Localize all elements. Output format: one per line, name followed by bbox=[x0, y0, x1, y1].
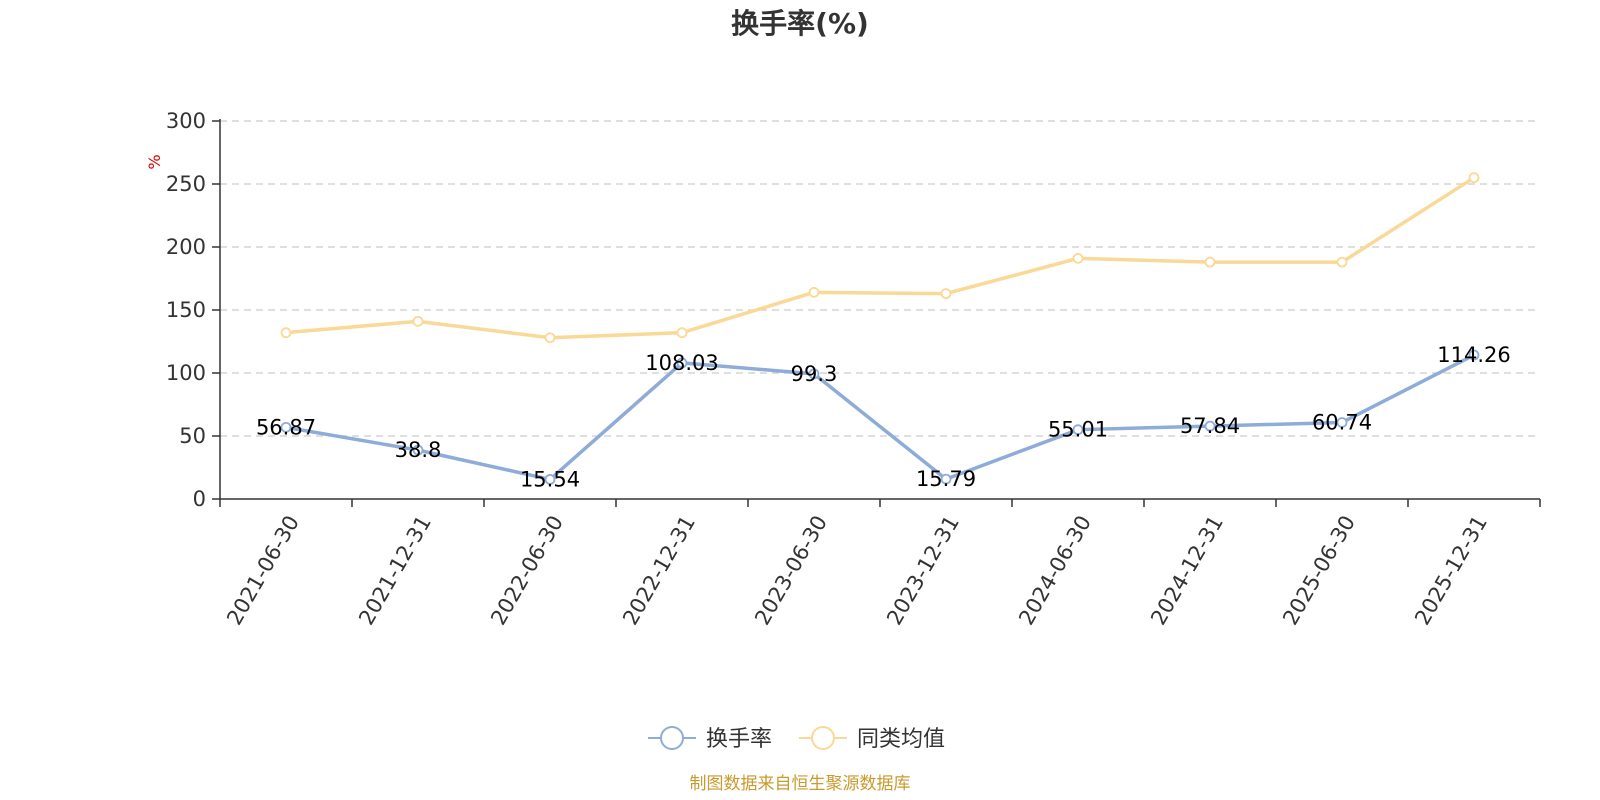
x-tick-label-2023-06-30: 2023-06-30 bbox=[750, 511, 832, 629]
chart-title: 换手率(%) bbox=[731, 7, 869, 40]
data-point-换手率-2024-06-30 bbox=[1072, 424, 1084, 436]
series-line-同类均值 bbox=[284, 175, 1476, 340]
data-point-同类均值-2021-12-31 bbox=[412, 315, 424, 327]
x-tick-label-2021-06-30: 2021-06-30 bbox=[222, 511, 304, 629]
data-point-同类均值-2025-12-31 bbox=[1468, 172, 1480, 184]
data-point-换手率-2023-06-30 bbox=[808, 368, 820, 380]
data-label-2025-12-31: 114.26 bbox=[1437, 343, 1510, 367]
y-tick-label-300: 300 bbox=[166, 109, 206, 133]
legend[interactable]: 换手率 同类均值 bbox=[648, 726, 945, 752]
data-label-2021-06-30: 56.87 bbox=[256, 415, 316, 439]
legend-label-换手率: 换手率 bbox=[706, 727, 772, 752]
data-point-同类均值-2024-06-30 bbox=[1072, 252, 1084, 264]
legend-item-换手率[interactable]: 换手率 bbox=[648, 726, 772, 752]
data-source-note: 制图数据来自恒生聚源数据库 bbox=[690, 774, 911, 794]
data-point-换手率-2022-12-31 bbox=[676, 357, 688, 369]
data-label-2025-06-30: 60.74 bbox=[1312, 410, 1372, 434]
data-point-同类均值-2022-12-31 bbox=[676, 327, 688, 339]
data-point-同类均值-2023-06-30 bbox=[808, 286, 820, 298]
data-label-2023-12-31: 15.79 bbox=[916, 467, 976, 491]
y-tick-label-200: 200 bbox=[166, 235, 206, 259]
x-tick-label-2025-12-31: 2025-12-31 bbox=[1410, 511, 1492, 629]
series-line-换手率 bbox=[284, 353, 1476, 482]
x-tick-label-2025-06-30: 2025-06-30 bbox=[1278, 511, 1360, 629]
data-label-2024-12-31: 57.84 bbox=[1180, 414, 1240, 438]
data-point-换手率-2021-12-31 bbox=[412, 444, 424, 456]
x-tick-label-2022-12-31: 2022-12-31 bbox=[618, 511, 700, 629]
y-tick-label-150: 150 bbox=[166, 298, 206, 322]
data-point-同类均值-2024-12-31 bbox=[1204, 256, 1216, 268]
data-label-2024-06-30: 55.01 bbox=[1048, 418, 1108, 442]
grid-lines bbox=[220, 120, 1540, 437]
data-labels: 56.87 38.8 15.54 108.03 99.3 15.79 55.01 57.84 6… bbox=[256, 343, 1511, 491]
data-point-换手率-2023-12-31 bbox=[940, 473, 952, 485]
series-lines bbox=[280, 172, 1480, 485]
legend-marker-同类均值 bbox=[811, 726, 835, 750]
y-axis-unit-label: % bbox=[145, 154, 164, 169]
y-tick-label-250: 250 bbox=[166, 172, 206, 196]
data-point-换手率-2025-12-31 bbox=[1468, 349, 1480, 361]
legend-item-同类均值[interactable]: 同类均值 bbox=[799, 726, 945, 752]
axes: 0 50 100 150 200 250 300 2021-06-30 2021-12-31 20… bbox=[166, 109, 1541, 629]
data-point-同类均值-2022-06-30 bbox=[544, 332, 556, 344]
x-tick-label-2024-12-31: 2024-12-31 bbox=[1146, 511, 1228, 629]
x-tick-label-2021-12-31: 2021-12-31 bbox=[354, 511, 436, 629]
data-point-换手率-2025-06-30 bbox=[1336, 417, 1348, 428]
data-label-2022-12-31: 108.03 bbox=[645, 351, 718, 375]
data-point-换手率-2022-06-30 bbox=[544, 474, 556, 485]
x-tick-label-2023-12-31: 2023-12-31 bbox=[882, 511, 964, 629]
y-tick-label-50: 50 bbox=[179, 424, 206, 448]
data-point-同类均值-2025-06-30 bbox=[1336, 256, 1348, 268]
x-tick-label-2024-06-30: 2024-06-30 bbox=[1014, 511, 1096, 629]
data-label-2022-06-30: 15.54 bbox=[520, 467, 580, 491]
y-tick-label-0: 0 bbox=[193, 487, 206, 511]
data-point-换手率-2024-12-31 bbox=[1204, 420, 1216, 432]
data-point-换手率-2021-06-30 bbox=[280, 421, 292, 433]
data-label-2021-12-31: 38.8 bbox=[395, 438, 442, 462]
data-point-同类均值-2023-12-31 bbox=[940, 288, 952, 300]
data-point-同类均值-2021-06-30 bbox=[280, 327, 292, 339]
x-tick-label-2022-06-30: 2022-06-30 bbox=[486, 511, 568, 629]
data-label-2023-06-30: 99.3 bbox=[791, 362, 838, 386]
legend-marker-换手率 bbox=[660, 726, 684, 750]
y-tick-label-100: 100 bbox=[166, 361, 206, 385]
legend-label-同类均值: 同类均值 bbox=[857, 727, 945, 752]
